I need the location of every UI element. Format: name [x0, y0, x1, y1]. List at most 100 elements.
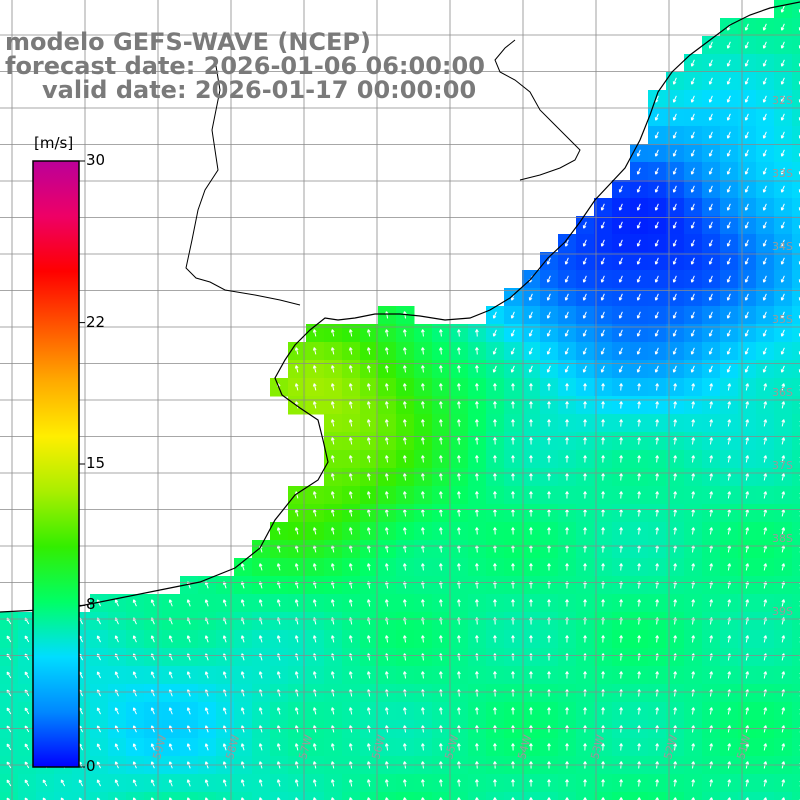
lat-label: 36S	[772, 386, 793, 399]
wind-arrow	[384, 401, 389, 409]
wind-arrow	[781, 725, 786, 733]
wind-arrow	[709, 401, 714, 409]
wind-arrow	[547, 527, 551, 535]
wind-arrow	[457, 491, 461, 499]
wind-arrow	[493, 743, 497, 751]
wind-arrow	[637, 437, 641, 445]
wind-arrow	[366, 707, 371, 715]
wind-cell	[504, 792, 523, 800]
wind-arrow	[583, 707, 587, 715]
wind-arrow	[727, 743, 732, 751]
wind-arrow	[276, 527, 281, 535]
wind-arrow	[673, 509, 678, 517]
wind-arrow	[708, 113, 713, 121]
wind-arrow	[511, 635, 515, 643]
wind-arrow	[726, 95, 731, 103]
wind-arrow	[762, 77, 767, 85]
wind-arrow	[583, 563, 587, 571]
wind-arrow	[457, 635, 461, 643]
wind-cell	[540, 792, 559, 800]
wind-arrow	[96, 671, 101, 679]
wind-arrow	[745, 635, 750, 643]
wind-arrow	[294, 365, 299, 373]
wind-arrow	[636, 167, 641, 175]
wind-arrow	[258, 743, 263, 751]
wind-cell	[792, 360, 800, 379]
wind-arrow	[726, 293, 731, 301]
wind-arrow	[366, 527, 371, 535]
wind-arrow	[493, 473, 497, 481]
wind-arrow	[493, 455, 497, 463]
wind-arrow	[582, 221, 587, 229]
wind-arrow	[186, 599, 191, 607]
wind-arrow	[637, 743, 641, 751]
wind-arrow	[727, 671, 732, 679]
wind-arrow	[691, 725, 696, 733]
wind-arrow	[529, 599, 533, 607]
wind-arrow	[366, 455, 371, 463]
wind-arrow	[763, 419, 768, 427]
wind-arrow	[150, 671, 155, 679]
wind-arrow	[240, 599, 245, 607]
wind-arrow	[330, 563, 335, 571]
wind-arrow	[547, 509, 551, 517]
wind-arrow	[583, 401, 587, 409]
wind-arrow	[529, 473, 533, 481]
wind-arrow	[258, 599, 263, 607]
wind-arrow	[564, 293, 569, 301]
wind-arrow	[744, 41, 749, 49]
wind-arrow	[655, 743, 659, 751]
wind-arrow	[727, 473, 732, 481]
wind-arrow	[330, 527, 335, 535]
wind-arrow	[547, 725, 551, 733]
wind-arrow	[690, 347, 695, 355]
wind-arrow	[457, 563, 461, 571]
wind-cell	[792, 612, 800, 631]
wind-arrow	[583, 473, 587, 481]
wind-arrow	[294, 725, 299, 733]
wind-arrow	[366, 743, 371, 751]
wind-arrow	[528, 329, 533, 337]
wind-arrow	[475, 599, 479, 607]
wind-arrow	[654, 311, 659, 319]
wind-arrow	[690, 113, 695, 121]
colorbar-tick-label: 15	[86, 454, 106, 472]
wind-arrow	[637, 599, 641, 607]
wind-arrow	[402, 329, 407, 337]
wind-arrow	[348, 437, 353, 445]
wind-arrow	[726, 41, 731, 49]
wind-cell	[486, 792, 505, 800]
wind-cell	[792, 198, 800, 217]
wind-arrow	[258, 671, 263, 679]
wind-arrow	[240, 779, 245, 787]
wind-arrow	[745, 455, 750, 463]
wind-arrow	[619, 437, 623, 445]
wind-arrow	[384, 635, 389, 643]
wind-arrow	[762, 23, 767, 31]
wind-arrow	[529, 779, 533, 787]
wind-arrow	[457, 725, 461, 733]
wind-arrow	[744, 311, 749, 319]
wind-arrow	[150, 599, 155, 607]
wind-arrow	[150, 707, 155, 715]
wind-arrow	[96, 743, 101, 751]
wind-cell	[450, 792, 469, 800]
wind-arrow	[529, 419, 533, 427]
wind-cell	[792, 36, 800, 55]
wind-arrow	[601, 491, 605, 499]
wind-arrow	[673, 707, 678, 715]
wind-arrow	[384, 455, 389, 463]
wind-arrow	[420, 437, 425, 445]
wind-arrow	[294, 527, 299, 535]
wind-arrow	[420, 491, 425, 499]
wind-arrow	[510, 347, 515, 355]
wind-arrow	[673, 671, 678, 679]
wind-arrow	[564, 275, 569, 283]
wind-cell	[468, 792, 487, 800]
wind-cell	[630, 792, 649, 800]
wind-arrow	[709, 509, 714, 517]
wind-arrow	[330, 365, 335, 373]
wind-arrow	[618, 257, 623, 265]
wind-arrow	[600, 221, 605, 229]
wind-arrow	[168, 671, 173, 679]
